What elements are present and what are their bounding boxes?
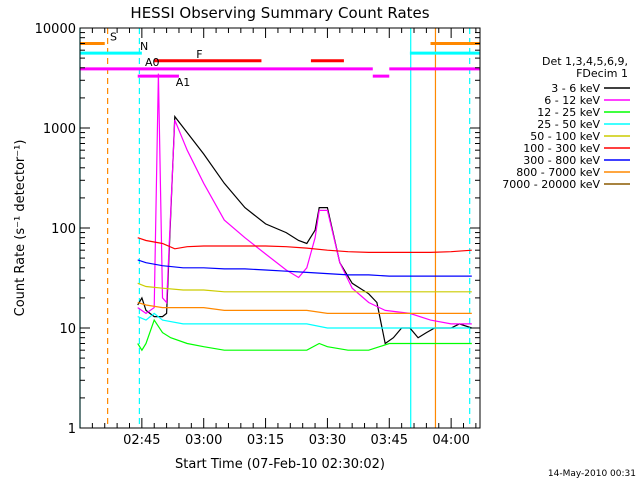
x-tick-label-5: 04:00 [432,433,469,448]
legend-label-3: 25 - 50 keV [537,118,600,131]
flag-label-A0: A0 [145,56,160,69]
series-lines [137,73,472,352]
x-tick-label-3: 03:30 [309,433,346,448]
legend-label-6: 300 - 800 keV [523,154,600,167]
series-line-5 [137,237,472,253]
series-line-7 [137,301,472,314]
legend-label-2: 12 - 25 keV [537,106,600,119]
legend-label-5: 100 - 300 keV [523,142,600,155]
series-line-2 [137,318,472,352]
flag-bars: S N F A0 A1 [80,30,480,89]
chart-title: HESSI Observing Summary Count Rates [130,4,429,22]
legend-label-8: 7000 - 20000 keV [502,178,600,191]
y-tick-label-4: 10000 [35,22,76,37]
y-tick-label-2: 100 [51,222,76,237]
legend-label-4: 50 - 100 keV [530,130,600,143]
x-tick-label-0: 02:45 [123,433,160,448]
x-axis-label: Start Time (07-Feb-10 02:30:02) [175,457,385,472]
flag-label-F: F [196,48,202,61]
y-tick-label-1: 10 [59,322,76,337]
series-line-1 [137,73,472,325]
axis-ticks: 1 10 100 1000 10000 02:45 03:00 03:15 03:30 03:45… [35,22,480,448]
series-line-6 [137,259,472,277]
y-tick-label-3: 1000 [43,122,76,137]
legend-label-0: 3 - 6 keV [551,82,600,95]
legend-label-7: 800 - 7000 keV [516,166,600,179]
y-axis-label: Count Rate (s⁻¹ detector⁻¹) [13,140,28,317]
legend-label-1: 6 - 12 keV [544,94,600,107]
footer-date: 14-May-2010 00:31 [548,469,636,479]
legend-title-0: Det 1,3,4,5,6,9, [542,55,628,68]
x-tick-label-1: 03:00 [185,433,222,448]
series-line-4 [137,282,472,293]
flag-label-N: N [140,40,148,53]
legend-title-1: FDecim 1 [576,67,628,80]
flag-label-A1: A1 [176,76,191,89]
plot-frame [79,27,481,429]
y-tick-label-0: 1 [68,422,76,437]
x-tick-label-4: 03:45 [371,433,408,448]
x-tick-label-2: 03:15 [247,433,284,448]
series-line-3 [137,312,472,329]
flag-label-S: S [110,30,117,43]
